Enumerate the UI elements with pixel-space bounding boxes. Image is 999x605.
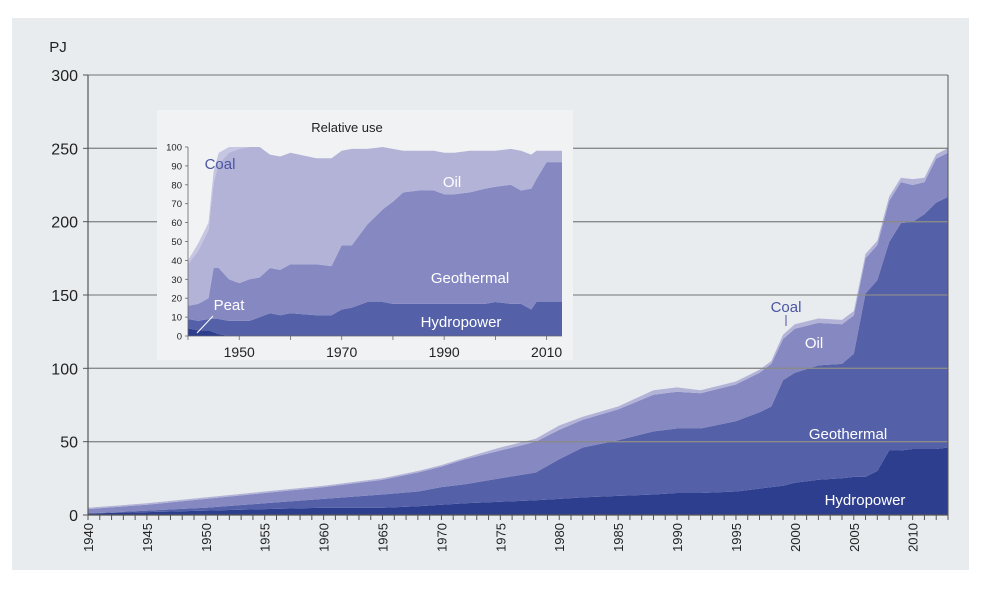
inset-chart: Relative use 0 10 20 30 40 50 60 70 80 90 100 1950 19… xyxy=(157,110,573,360)
inset-x-tick-label: 1950 xyxy=(224,344,255,360)
inset-y-tick-label: 60 xyxy=(171,218,182,229)
inset-label-oil: Oil xyxy=(443,174,461,191)
y-tick-label: 150 xyxy=(51,288,78,305)
inset-label-hydropower: Hydropower xyxy=(421,314,502,331)
x-tick-label: 1940 xyxy=(81,523,96,552)
x-tick-label: 1950 xyxy=(199,523,214,552)
x-tick-label: 1965 xyxy=(376,523,391,552)
inset-x-tick-label: 2010 xyxy=(531,344,562,360)
inset-area-hydropower xyxy=(188,302,562,336)
label-oil: Oil xyxy=(805,335,823,352)
inset-x-tick-label: 1970 xyxy=(326,344,357,360)
x-tick-label: 1995 xyxy=(729,523,744,552)
inset-y-tick-label: 40 xyxy=(171,256,182,267)
inset-area-geothermal xyxy=(188,162,562,321)
x-tick-label: 1960 xyxy=(317,523,332,552)
y-tick-label: 100 xyxy=(51,361,78,378)
y-tick-label: 200 xyxy=(51,215,78,232)
main-area-hydropower xyxy=(88,447,948,515)
x-tick-label: 1945 xyxy=(140,523,155,552)
x-tick-label: 1975 xyxy=(493,523,508,552)
y-axis-label: PJ xyxy=(49,39,67,56)
x-tick-label: 2005 xyxy=(847,523,862,552)
inset-y-tick-label: 70 xyxy=(171,199,182,210)
x-tick-label: 2010 xyxy=(906,523,921,552)
inset-title: Relative use xyxy=(311,120,383,135)
inset-y-tick-label: 50 xyxy=(171,237,182,248)
inset-y-tick-label: 0 xyxy=(177,332,182,343)
y-tick-label: 50 xyxy=(60,435,78,452)
x-tick-label: 1970 xyxy=(434,523,449,552)
x-tick-label: 1955 xyxy=(258,523,273,552)
x-tick-label: 1990 xyxy=(670,523,685,552)
x-tick-label: 1980 xyxy=(552,523,567,552)
y-tick-label: 300 xyxy=(51,68,78,85)
inset-y-tick-label: 20 xyxy=(171,294,182,305)
x-tick-label: 1985 xyxy=(611,523,626,552)
label-geothermal: Geothermal xyxy=(809,426,887,443)
main-area-geothermal xyxy=(88,196,948,514)
inset-area-oil xyxy=(188,147,562,306)
inset-y-tick-label: 30 xyxy=(171,275,182,286)
y-tick-label: 0 xyxy=(69,508,78,525)
x-tick-label: 2000 xyxy=(788,523,803,552)
inset-label-geothermal: Geothermal xyxy=(431,270,509,287)
inset-y-tick-label: 90 xyxy=(171,161,182,172)
label-coal: Coal xyxy=(771,299,802,316)
inset-label-coal: Coal xyxy=(205,156,236,173)
inset-y-tick-label: 10 xyxy=(171,313,182,324)
inset-y-tick-label: 100 xyxy=(166,143,182,154)
y-tick-label: 250 xyxy=(51,141,78,158)
inset-label-peat-leader xyxy=(196,315,214,334)
inset-x-tick-label: 1990 xyxy=(429,344,460,360)
inset-label-peat: Peat xyxy=(214,297,246,314)
inset-y-tick-label: 80 xyxy=(171,180,182,191)
label-hydropower: Hydropower xyxy=(825,492,906,509)
